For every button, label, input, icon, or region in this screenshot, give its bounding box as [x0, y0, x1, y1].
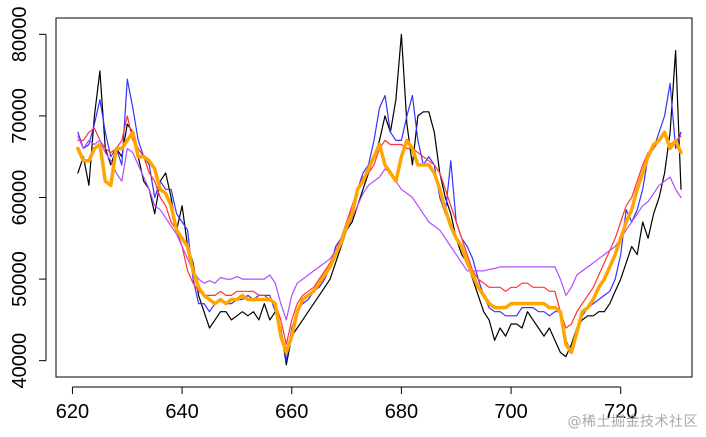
y-tick-label-70000: 70000 — [9, 88, 31, 144]
plot-frame — [55, 17, 693, 378]
x-tick-label-700: 700 — [494, 401, 527, 423]
y-tick-label-40000: 40000 — [9, 333, 31, 389]
series-line-2 — [77, 78, 682, 362]
x-tick-label-660: 660 — [275, 401, 308, 423]
x-tick-label-680: 680 — [385, 401, 418, 423]
x-tick-label-720: 720 — [604, 401, 637, 423]
y-tick-label-60000: 60000 — [9, 170, 31, 226]
x-tick-label-640: 640 — [165, 401, 198, 423]
series-line-4 — [77, 135, 682, 321]
y-tick-label-50000: 50000 — [9, 251, 31, 307]
series-line-5 — [76, 130, 683, 355]
watermark-text: @稀土掘金技术社区 — [567, 414, 698, 430]
y-tick-label-80000: 80000 — [9, 7, 31, 63]
x-tick-label-620: 620 — [56, 401, 89, 423]
